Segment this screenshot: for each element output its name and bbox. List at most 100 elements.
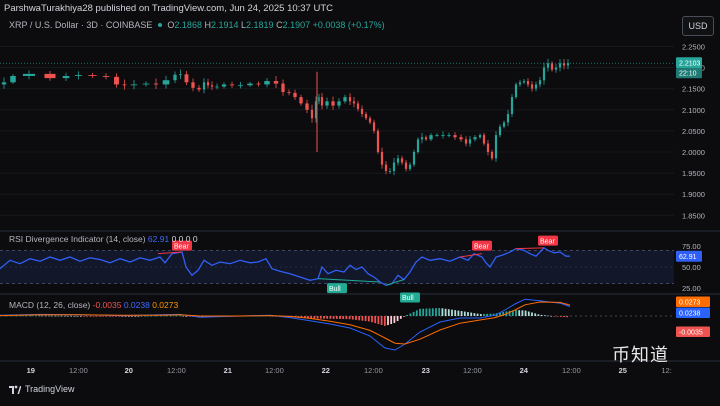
macd-title[interactable]: MACD (12, 26, close) <box>9 300 91 310</box>
bear-label: Bear <box>540 238 555 245</box>
rsi-value-tag-text: 62.91 <box>679 254 697 261</box>
macd-histogram-bar <box>12 315 15 317</box>
last-price-tag <box>676 57 702 69</box>
macd-histogram-bar <box>479 313 482 316</box>
macd-histogram-bar <box>153 315 156 317</box>
candle-body <box>74 75 83 76</box>
macd-histogram-bar <box>383 316 386 326</box>
macd-histogram-bar <box>51 315 53 317</box>
rsi-line <box>0 246 570 286</box>
candle-body <box>364 114 368 119</box>
close-label: C <box>276 20 283 30</box>
candle-body <box>343 97 347 102</box>
macd-histogram-bar <box>70 315 73 317</box>
candle-body <box>464 139 468 144</box>
candle-body <box>348 97 352 102</box>
macd-legend: MACD (12, 26, close) -0.0035 0.0238 0.02… <box>9 300 178 310</box>
macd-histogram-bar <box>380 316 383 326</box>
macd-histogram-bar <box>156 315 159 317</box>
macd-histogram-bar <box>406 314 409 316</box>
macd-histogram-bar <box>79 316 82 317</box>
macd-histogram-bar <box>25 315 28 317</box>
macd-histogram-bar <box>361 316 364 321</box>
low-label: L <box>241 20 247 30</box>
currency-button[interactable]: USD <box>682 16 714 36</box>
macd-histogram-bar <box>310 316 313 319</box>
candle-body <box>153 83 159 85</box>
candle-body <box>429 135 433 140</box>
macd-histogram-bar <box>102 316 105 317</box>
candle-body <box>459 137 463 140</box>
macd-hist-value: -0.0035 <box>92 300 122 310</box>
candle-body <box>558 63 562 68</box>
candle-body <box>542 67 546 81</box>
candle-body <box>62 76 70 79</box>
candle-body <box>287 92 291 93</box>
candle-body <box>550 63 554 70</box>
candle-body <box>566 63 570 66</box>
candle-body <box>478 135 482 138</box>
candle-body <box>530 84 534 89</box>
macd-value-tag <box>676 326 710 337</box>
price-tick-label: 1.8500 <box>682 211 705 220</box>
macd-histogram-bar <box>537 314 540 316</box>
macd-value-tag-text: -0.0035 <box>679 330 703 337</box>
macd-histogram-bar <box>486 313 489 316</box>
bear-divergence-line <box>515 247 545 250</box>
macd-histogram-bar <box>547 315 549 317</box>
macd-histogram-bar <box>201 316 204 318</box>
candle-body <box>337 101 341 106</box>
bull-label-box <box>400 292 420 303</box>
candle-body <box>447 135 451 136</box>
candle-body <box>320 97 324 106</box>
candle-body <box>179 74 182 76</box>
price-tick-label: 2.0000 <box>682 148 705 157</box>
macd-signal-line <box>0 301 571 345</box>
candle-body <box>473 137 477 140</box>
macd-histogram-bar <box>374 316 377 324</box>
symbol-name[interactable]: XRP / U.S. Dollar · 3D · COINBASE <box>9 20 153 30</box>
candle-body <box>314 101 318 119</box>
candle-body <box>453 135 457 138</box>
rsi-extra-values: 0 0 0 0 <box>171 234 198 244</box>
macd-histogram-bar <box>319 316 322 319</box>
candle-body <box>173 74 177 81</box>
macd-histogram-bar <box>111 316 114 317</box>
macd-histogram-bar <box>54 315 57 317</box>
macd-histogram-bar <box>358 316 361 321</box>
high-value: 2.1914 <box>210 20 239 30</box>
candle-body <box>184 74 189 83</box>
macd-histogram-bar <box>563 316 565 318</box>
rsi-value: 62.91 <box>147 234 170 244</box>
macd-histogram-bar <box>57 315 60 317</box>
candle-body <box>482 135 486 144</box>
macd-histogram-bar <box>124 316 127 317</box>
macd-histogram-bar <box>63 315 66 317</box>
macd-histogram-bar <box>86 316 89 317</box>
candle-body <box>388 171 392 172</box>
candle-body <box>534 84 538 89</box>
publish-header: ParshwaTurakhiya28 published on TradingV… <box>4 3 334 14</box>
tradingview-logo[interactable]: TradingView <box>9 384 75 394</box>
bull-label-box <box>327 283 347 294</box>
macd-histogram-bar <box>425 308 428 316</box>
candle-body <box>468 139 472 144</box>
macd-histogram-bar <box>364 316 367 322</box>
price-tick-label: 2.1000 <box>682 106 705 115</box>
candle-body <box>510 97 514 114</box>
macd-histogram-bar <box>390 316 393 325</box>
macd-histogram-bar <box>441 308 444 316</box>
rsi-tick-label: 75.00 <box>682 242 701 251</box>
change-value: +0.0038 (+0.17%) <box>312 20 385 30</box>
macd-histogram-bar <box>121 316 124 317</box>
rsi-title[interactable]: RSI Divergence Indicator (14, close) <box>9 234 146 244</box>
macd-histogram-bar <box>566 316 569 318</box>
candle-body <box>215 86 219 88</box>
macd-histogram-bar <box>435 308 437 316</box>
candle-body <box>238 85 243 87</box>
macd-histogram-bar <box>89 316 92 317</box>
macd-histogram-bar <box>131 316 133 317</box>
symbol-legend: XRP / U.S. Dollar · 3D · COINBASE O2.186… <box>9 20 385 30</box>
low-value: 2.1819 <box>246 20 274 30</box>
